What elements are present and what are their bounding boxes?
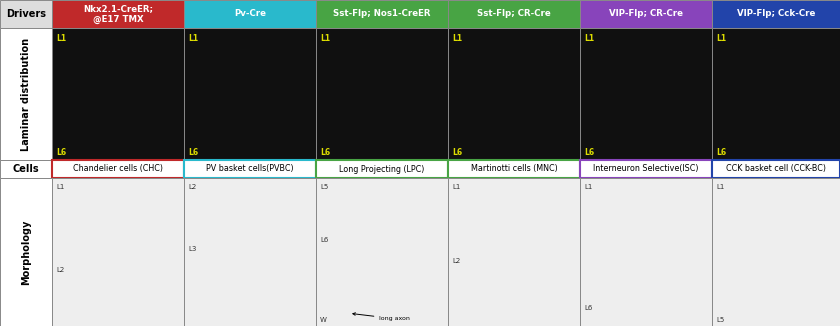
Text: long axon: long axon <box>353 313 410 321</box>
Bar <box>580 0 712 28</box>
Text: L1: L1 <box>452 34 462 43</box>
Text: Martinotti cells (MNC): Martinotti cells (MNC) <box>470 165 558 173</box>
Bar <box>184 0 316 28</box>
Text: VIP-Flp; CR-Cre: VIP-Flp; CR-Cre <box>609 9 683 19</box>
Text: L6: L6 <box>320 237 328 243</box>
Bar <box>448 178 580 326</box>
Bar <box>52 28 184 160</box>
Bar <box>0 178 52 326</box>
Text: VIP-Flp; Cck-Cre: VIP-Flp; Cck-Cre <box>737 9 815 19</box>
Text: L2: L2 <box>188 184 197 190</box>
Text: L1: L1 <box>320 34 330 43</box>
Text: L1: L1 <box>56 34 66 43</box>
Bar <box>52 178 184 326</box>
Bar <box>316 178 448 326</box>
Text: L1: L1 <box>56 184 65 190</box>
Text: L5: L5 <box>320 184 328 190</box>
Text: L1: L1 <box>584 34 594 43</box>
Bar <box>52 160 184 178</box>
Bar <box>448 160 580 178</box>
Bar <box>0 160 52 178</box>
Bar <box>316 0 448 28</box>
Text: L5: L5 <box>716 317 724 323</box>
Text: L6: L6 <box>188 148 198 156</box>
Text: L6: L6 <box>452 148 462 156</box>
Bar <box>184 28 316 160</box>
Text: L3: L3 <box>188 246 197 252</box>
Text: Sst-Flp; CR-Cre: Sst-Flp; CR-Cre <box>477 9 551 19</box>
Bar <box>448 28 580 160</box>
Text: L6: L6 <box>56 148 66 156</box>
Text: L1: L1 <box>188 34 198 43</box>
Text: L6: L6 <box>584 305 592 311</box>
Bar <box>712 28 840 160</box>
Bar <box>712 0 840 28</box>
Text: L1: L1 <box>452 184 460 190</box>
Text: Interneuron Selective(ISC): Interneuron Selective(ISC) <box>593 165 699 173</box>
Bar <box>712 160 840 178</box>
Text: L1: L1 <box>716 34 726 43</box>
Text: L6: L6 <box>716 148 726 156</box>
Text: Nkx2.1-CreER;
@E17 TMX: Nkx2.1-CreER; @E17 TMX <box>83 4 153 24</box>
Bar <box>184 178 316 326</box>
Text: Long Projecting (LPC): Long Projecting (LPC) <box>339 165 425 173</box>
Text: L2: L2 <box>452 258 460 264</box>
Bar <box>52 0 184 28</box>
Bar <box>448 0 580 28</box>
Text: L1: L1 <box>716 184 724 190</box>
Text: L2: L2 <box>56 267 64 273</box>
Bar <box>580 28 712 160</box>
Bar <box>0 28 52 160</box>
Text: Drivers: Drivers <box>6 9 46 19</box>
Text: L1: L1 <box>584 184 592 190</box>
Text: PV basket cells(PVBC): PV basket cells(PVBC) <box>206 165 294 173</box>
Text: L6: L6 <box>584 148 594 156</box>
Text: Chandelier cells (CHC): Chandelier cells (CHC) <box>73 165 163 173</box>
Text: Morphology: Morphology <box>21 219 31 285</box>
Bar <box>580 178 712 326</box>
Bar <box>580 160 712 178</box>
Text: L6: L6 <box>320 148 330 156</box>
Bar <box>184 160 316 178</box>
Text: Pv-Cre: Pv-Cre <box>234 9 266 19</box>
Text: Cells: Cells <box>13 164 39 174</box>
Bar <box>0 0 52 28</box>
Bar <box>316 160 448 178</box>
Bar <box>712 178 840 326</box>
Text: CCK basket cell (CCK-BC): CCK basket cell (CCK-BC) <box>726 165 826 173</box>
Text: Sst-Flp; Nos1-CreER: Sst-Flp; Nos1-CreER <box>333 9 431 19</box>
Bar <box>316 28 448 160</box>
Text: W: W <box>320 317 327 323</box>
Text: Laminar distribution: Laminar distribution <box>21 37 31 151</box>
